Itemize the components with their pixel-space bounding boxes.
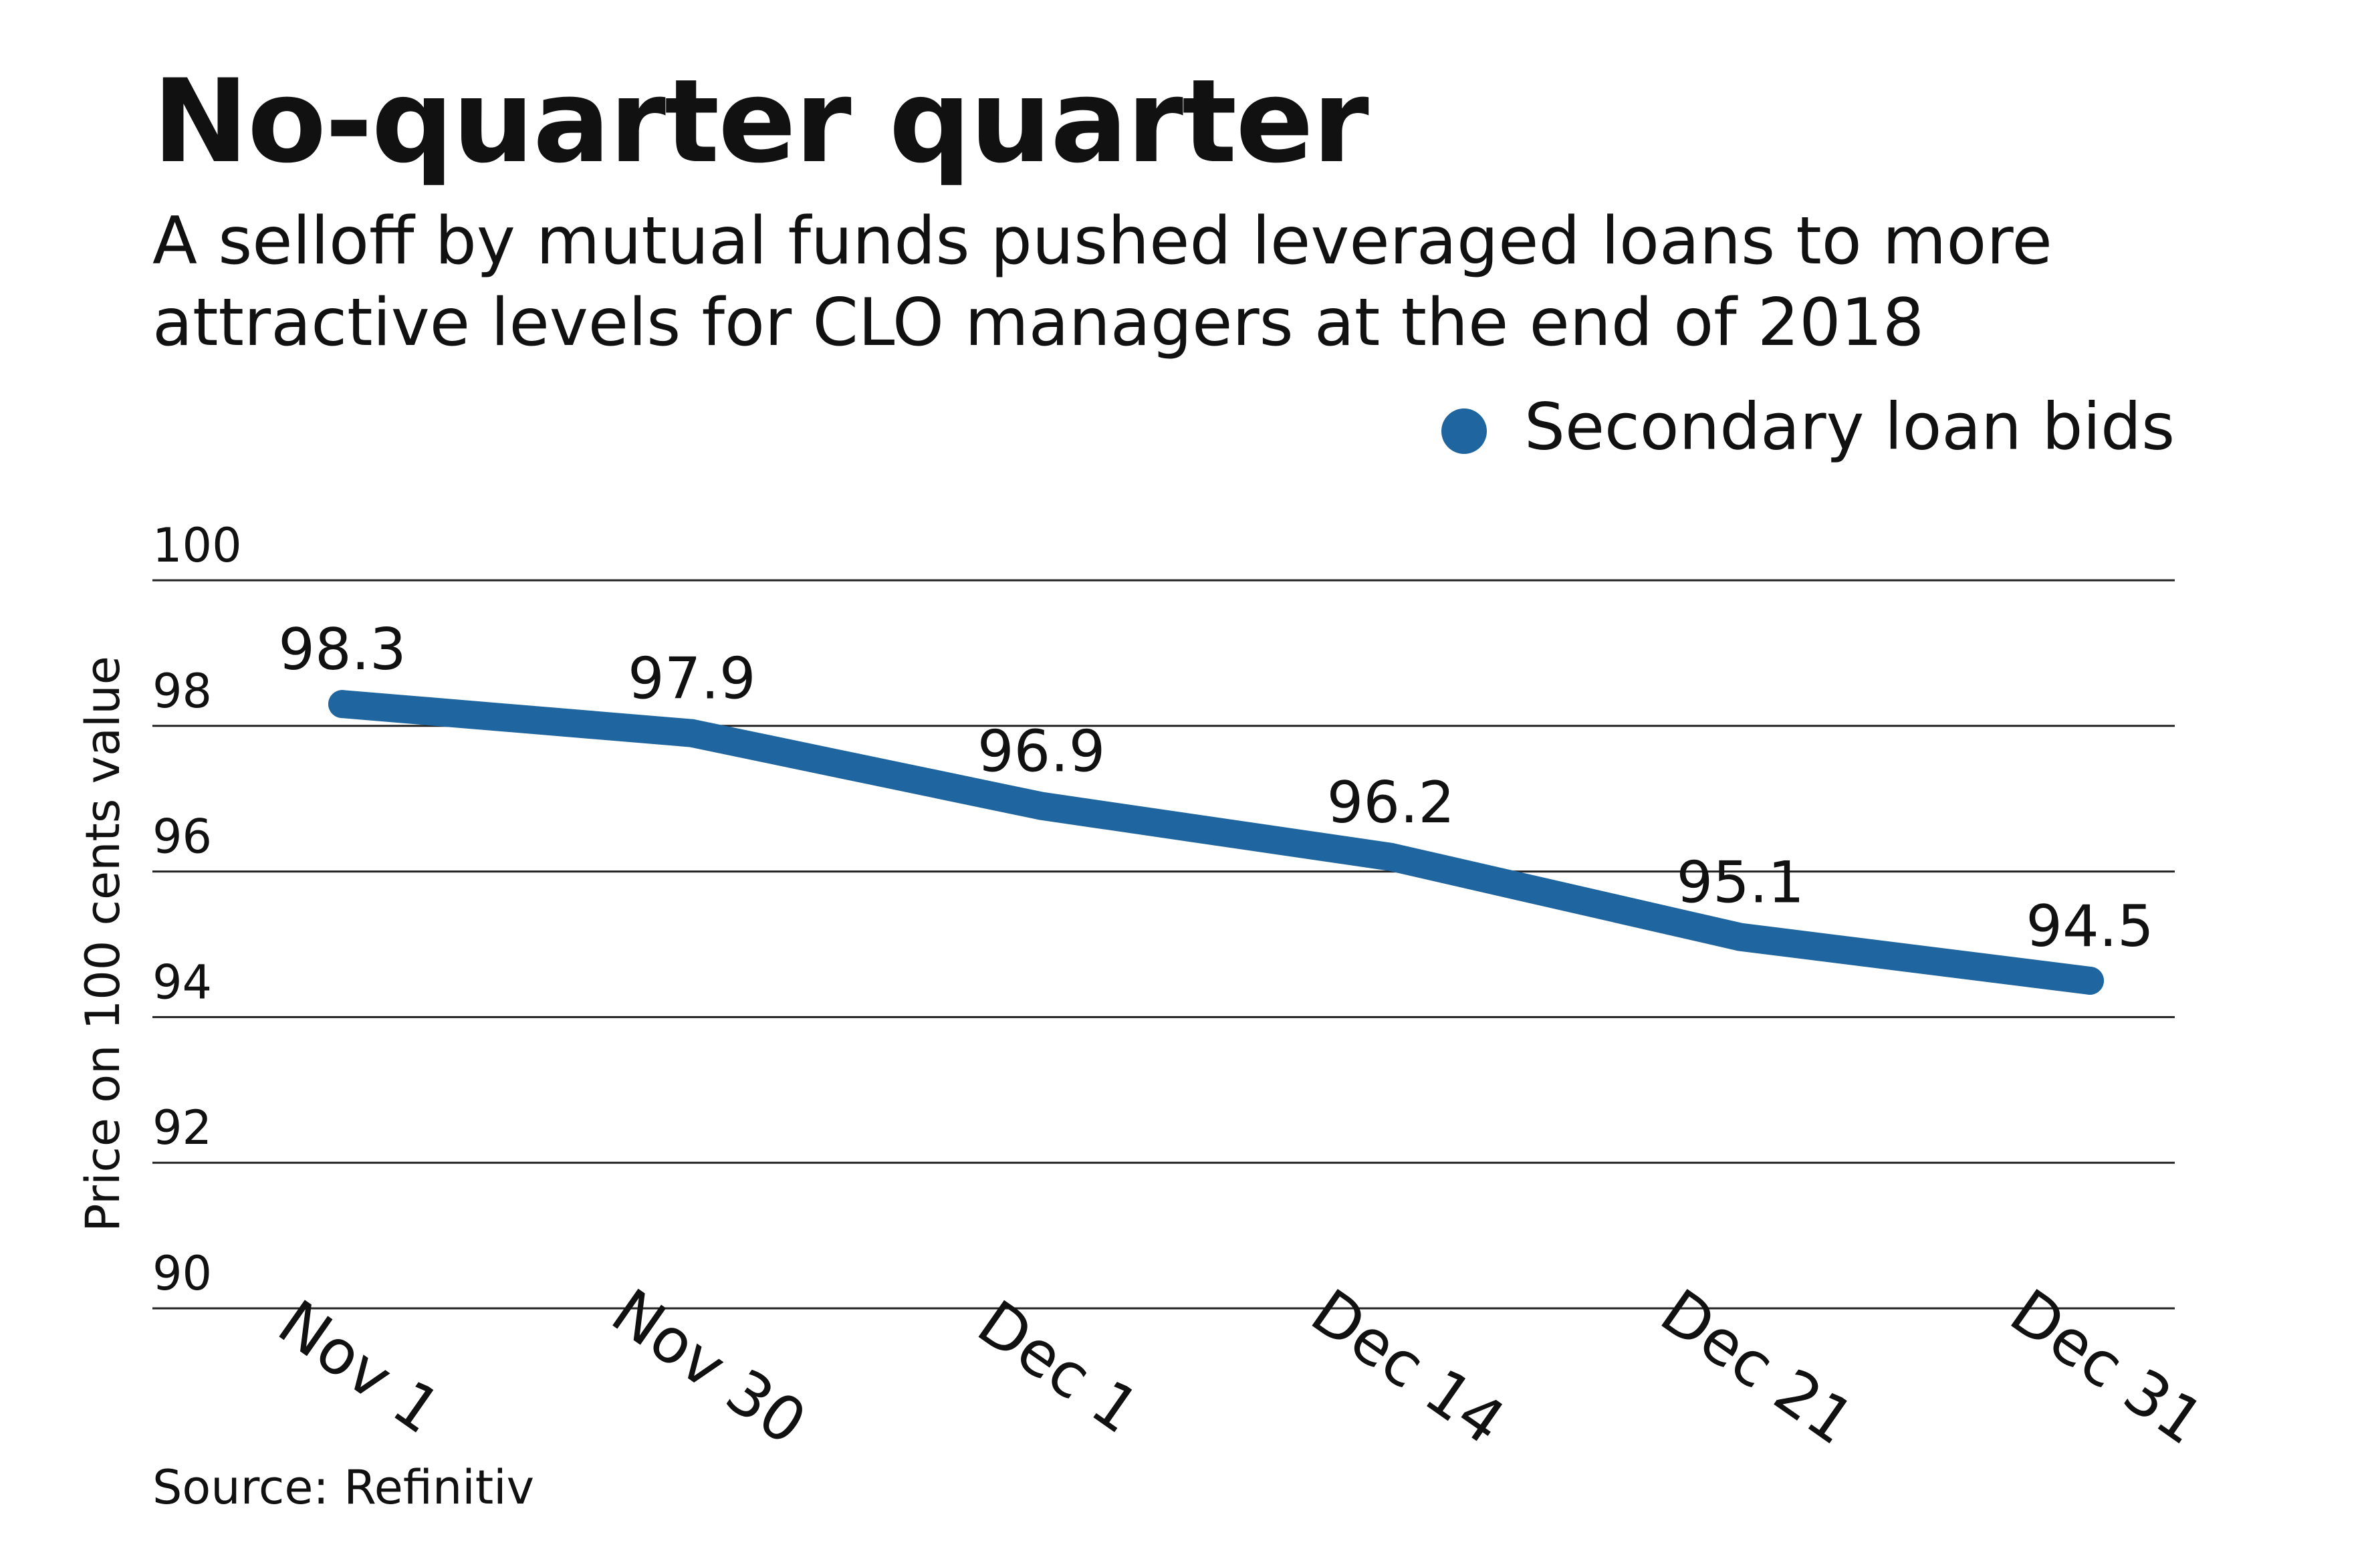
data-point-dec-31 (2076, 966, 2104, 995)
data-point-nov-30 (677, 719, 706, 747)
data-label-dec-21: 95.1 (1676, 850, 1804, 917)
data-label-dec-1: 96.9 (977, 719, 1105, 786)
data-labels: 98.3 97.9 96.9 96.2 95.1 94.5 (278, 616, 2153, 960)
legend: Secondary loan bids (1441, 389, 2175, 464)
x-tick-label-nov-30: Nov 30 (599, 1276, 818, 1459)
data-point-dec-21 (1726, 923, 1755, 951)
y-tick-label-90: 90 (152, 1246, 212, 1301)
series-secondary-loan-bids (328, 690, 2104, 995)
legend-label-secondary-loan-bids: Secondary loan bids (1524, 389, 2175, 464)
y-axis-label: Price on 100 cents value (76, 656, 130, 1232)
x-tick-label-dec-1: Dec 1 (965, 1287, 1152, 1447)
series-line-secondary-loan-bids (328, 690, 2104, 995)
source-note: Source: Refinitiv (152, 1460, 535, 1515)
y-tick-label-92: 92 (152, 1100, 212, 1155)
y-axis-ticks: 90 92 94 96 98 100 (152, 518, 242, 1301)
chart-subtitle: A selloff by mutual funds pushed leverag… (152, 203, 2052, 361)
y-tick-label-94: 94 (152, 955, 212, 1009)
y-tick-label-96: 96 (152, 810, 212, 864)
chart-title: No-quarter quarter (152, 54, 1369, 189)
y-tick-label-98: 98 (152, 664, 212, 719)
legend-marker-secondary-loan-bids (1441, 408, 1487, 454)
data-point-dec-14 (1377, 842, 1405, 871)
data-label-dec-14: 96.2 (1327, 769, 1455, 836)
y-tick-label-100: 100 (152, 518, 242, 573)
data-label-dec-31: 94.5 (2026, 893, 2153, 960)
x-tick-label-dec-31: Dec 31 (1998, 1276, 2216, 1459)
x-tick-label-nov-1: Nov 1 (265, 1286, 453, 1447)
data-point-nov-1 (328, 690, 356, 719)
data-label-nov-1: 98.3 (278, 616, 406, 683)
x-tick-label-dec-14: Dec 14 (1298, 1276, 1517, 1459)
x-tick-label-dec-21: Dec 21 (1648, 1276, 1867, 1459)
x-axis-ticks: Nov 1 Nov 30 Dec 1 Dec 14 Dec 21 Dec 31 (265, 1276, 2216, 1459)
data-point-dec-1 (1027, 792, 1056, 820)
data-label-nov-30: 97.9 (628, 646, 755, 713)
